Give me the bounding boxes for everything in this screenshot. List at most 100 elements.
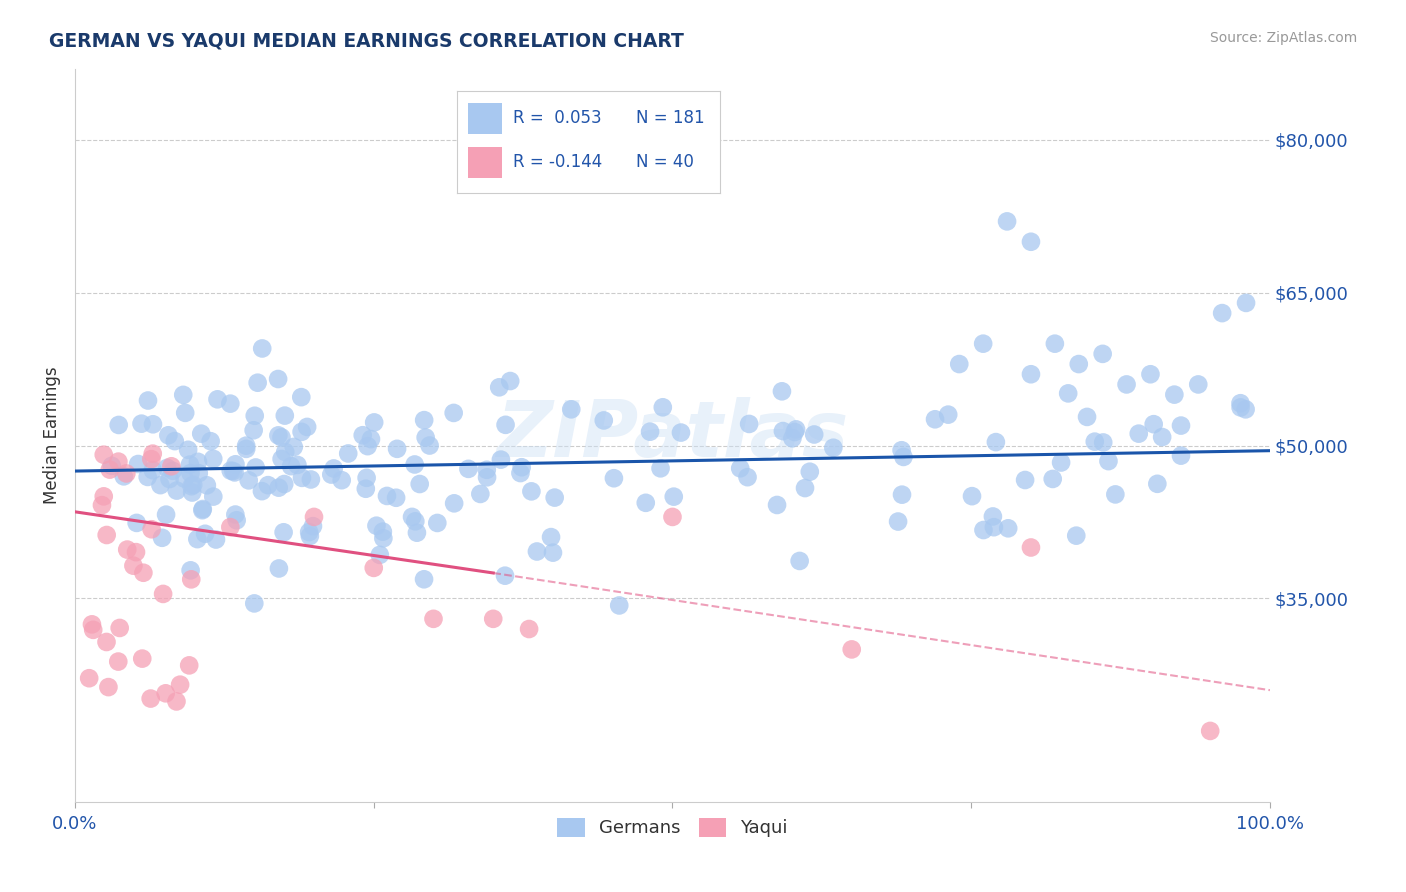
Point: [1064, 529, 1087, 543]
Point: [770, 384, 793, 399]
Y-axis label: Median Earnings: Median Earnings: [44, 367, 60, 504]
Point: [541, 546, 564, 560]
Point: [202, 490, 225, 504]
Point: [155, 508, 177, 522]
Point: [163, 434, 186, 449]
Point: [149, 478, 172, 492]
Point: [132, 566, 155, 580]
Point: [1229, 396, 1251, 410]
Point: [457, 462, 479, 476]
Point: [352, 428, 374, 442]
Point: [107, 417, 129, 432]
Point: [443, 406, 465, 420]
Point: [413, 572, 436, 586]
Point: [1170, 418, 1192, 433]
Point: [186, 532, 208, 546]
Point: [1115, 377, 1137, 392]
Point: [443, 496, 465, 510]
Point: [180, 479, 202, 493]
Point: [494, 568, 516, 582]
Point: [245, 460, 267, 475]
Point: [983, 520, 1005, 534]
Point: [267, 428, 290, 442]
Point: [91, 498, 114, 512]
Point: [1128, 426, 1150, 441]
Point: [1091, 347, 1114, 361]
Point: [162, 464, 184, 478]
Point: [638, 425, 661, 439]
Point: [662, 490, 685, 504]
Point: [136, 393, 159, 408]
Point: [96, 635, 118, 649]
Point: [322, 461, 344, 475]
Point: [287, 458, 309, 472]
Point: [1170, 449, 1192, 463]
Point: [404, 458, 426, 472]
Point: [1097, 454, 1119, 468]
Point: [1057, 386, 1080, 401]
Point: [100, 458, 122, 473]
Point: [77, 671, 100, 685]
Legend: Germans, Yaqui: Germans, Yaqui: [550, 811, 794, 845]
Point: [142, 463, 165, 477]
Point: [225, 513, 247, 527]
Point: [385, 442, 408, 456]
Point: [250, 484, 273, 499]
Point: [290, 425, 312, 439]
Point: [1019, 541, 1042, 555]
Point: [475, 463, 498, 477]
Point: [222, 464, 245, 478]
Point: [107, 655, 129, 669]
Text: ZIPatlas: ZIPatlas: [496, 398, 849, 474]
Point: [131, 651, 153, 665]
Point: [174, 406, 197, 420]
Point: [738, 417, 761, 431]
Point: [1014, 473, 1036, 487]
Point: [799, 465, 821, 479]
Point: [356, 471, 378, 485]
Point: [141, 452, 163, 467]
Point: [274, 409, 297, 423]
Point: [246, 376, 269, 390]
Point: [783, 425, 806, 439]
Point: [115, 542, 138, 557]
Point: [499, 374, 522, 388]
Point: [509, 466, 531, 480]
Point: [155, 686, 177, 700]
Point: [972, 523, 994, 537]
Point: [366, 518, 388, 533]
Point: [1019, 235, 1042, 249]
Point: [1234, 402, 1257, 417]
Point: [112, 469, 135, 483]
Point: [127, 457, 149, 471]
Point: [257, 478, 280, 492]
Point: [125, 516, 148, 530]
Point: [607, 599, 630, 613]
Point: [139, 691, 162, 706]
Point: [661, 510, 683, 524]
Point: [115, 467, 138, 481]
Point: [1076, 409, 1098, 424]
Point: [1187, 377, 1209, 392]
Point: [172, 388, 194, 402]
Point: [219, 397, 242, 411]
Point: [219, 520, 242, 534]
Point: [520, 484, 543, 499]
Point: [166, 694, 188, 708]
Point: [224, 458, 246, 472]
Point: [224, 508, 246, 522]
Point: [651, 401, 673, 415]
Point: [159, 472, 181, 486]
Point: [785, 422, 807, 436]
Point: [187, 466, 209, 480]
Point: [1043, 336, 1066, 351]
Point: [419, 438, 441, 452]
Point: [238, 474, 260, 488]
Point: [728, 461, 751, 475]
Point: [191, 502, 214, 516]
Point: [772, 424, 794, 438]
Point: [1146, 476, 1168, 491]
Point: [1139, 368, 1161, 382]
Point: [267, 481, 290, 495]
Point: [107, 455, 129, 469]
